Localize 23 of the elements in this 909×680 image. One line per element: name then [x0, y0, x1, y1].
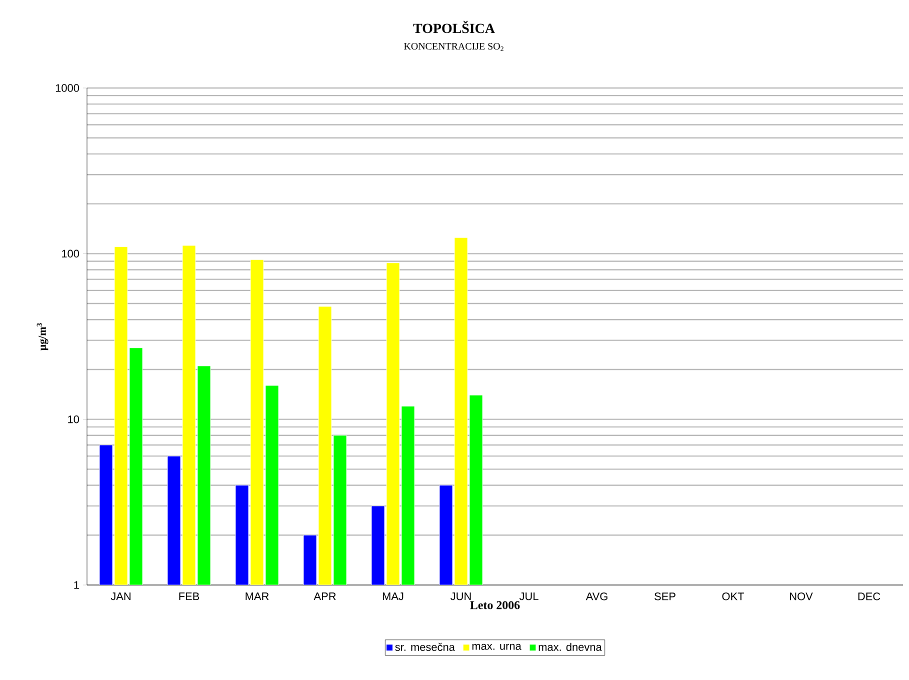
- y-tick-label: 100: [62, 250, 80, 258]
- x-tick-label: NOV: [790, 592, 813, 600]
- x-tick-label: APR: [314, 592, 336, 600]
- legend-label: max. urna: [472, 644, 522, 650]
- x-tick-label: FEB: [179, 592, 200, 600]
- y-tick-label: 1: [74, 581, 79, 589]
- x-tick-label: AVG: [586, 592, 608, 600]
- x-tick-label: DEC: [858, 592, 880, 600]
- x-axis-title: Leto 2006: [470, 601, 520, 610]
- y-axis-title: μg/m$^{3}$: [36, 323, 48, 350]
- chart-subtitle: KONCENTRACIJE SO$_{2}$: [404, 42, 504, 52]
- x-tick-label: JUL: [519, 592, 538, 600]
- x-tick-label: MAR: [246, 592, 269, 600]
- x-tick-label: MAJ: [382, 592, 404, 600]
- y-tick-label: 1000: [56, 84, 80, 92]
- x-tick-label: JUN: [450, 592, 471, 600]
- legend-label: sr. mesečna: [395, 642, 455, 651]
- x-tick-label: JAN: [110, 592, 130, 600]
- x-tick-label: SEP: [654, 592, 676, 600]
- y-tick-label: 10: [68, 415, 80, 424]
- chart-title: TOPOLŠICA: [413, 20, 495, 34]
- x-tick-label: OKT: [722, 592, 744, 600]
- legend-label: max. dnevna: [538, 642, 602, 651]
